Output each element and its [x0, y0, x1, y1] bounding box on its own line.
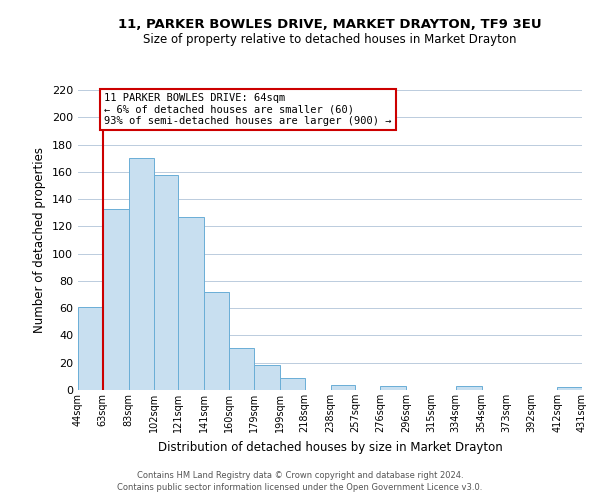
Text: 11, PARKER BOWLES DRIVE, MARKET DRAYTON, TF9 3EU: 11, PARKER BOWLES DRIVE, MARKET DRAYTON,…	[118, 18, 542, 30]
Bar	[280, 378, 305, 390]
Text: Size of property relative to detached houses in Market Drayton: Size of property relative to detached ho…	[143, 32, 517, 46]
Bar	[331, 384, 355, 390]
Bar	[455, 386, 482, 390]
Text: Contains HM Land Registry data © Crown copyright and database right 2024.: Contains HM Land Registry data © Crown c…	[137, 471, 463, 480]
Bar	[103, 208, 129, 390]
Bar	[557, 388, 582, 390]
Text: Contains public sector information licensed under the Open Government Licence v3: Contains public sector information licen…	[118, 484, 482, 492]
Bar	[178, 217, 205, 390]
Bar	[380, 386, 406, 390]
Bar	[78, 307, 103, 390]
Text: 11 PARKER BOWLES DRIVE: 64sqm
← 6% of detached houses are smaller (60)
93% of se: 11 PARKER BOWLES DRIVE: 64sqm ← 6% of de…	[104, 92, 392, 126]
Bar	[229, 348, 254, 390]
Bar	[205, 292, 229, 390]
Bar	[129, 158, 154, 390]
Bar	[154, 174, 178, 390]
Y-axis label: Number of detached properties: Number of detached properties	[34, 147, 46, 333]
X-axis label: Distribution of detached houses by size in Market Drayton: Distribution of detached houses by size …	[158, 440, 502, 454]
Bar	[254, 366, 280, 390]
